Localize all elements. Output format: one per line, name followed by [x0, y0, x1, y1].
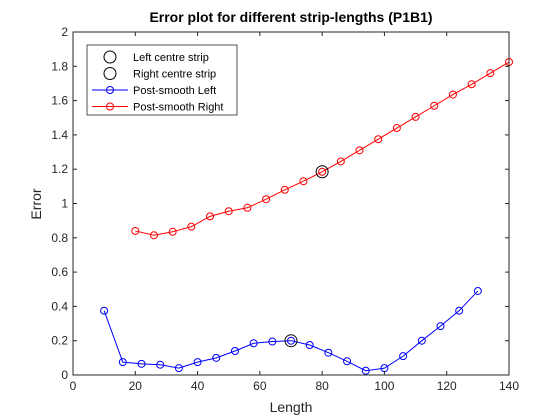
- data-point: [455, 306, 464, 315]
- data-point: [100, 306, 109, 315]
- legend-label: Left centre strip: [133, 52, 209, 64]
- highlight-marker-layer: [284, 165, 329, 348]
- legend-marker-swatch: [103, 67, 117, 80]
- data-point: [224, 207, 233, 216]
- data-point: [399, 352, 408, 361]
- data-point: [280, 185, 289, 194]
- data-point: [262, 195, 271, 204]
- series-line-post-smooth-left: [103, 290, 479, 372]
- series-layer: [100, 58, 513, 375]
- data-point: [318, 167, 327, 176]
- legend-right-centre-strip: Right centre strip: [103, 67, 216, 81]
- data-point: [193, 358, 202, 367]
- legend-marker-swatch: [106, 102, 114, 111]
- legend-left-centre-strip: Left centre strip: [103, 50, 209, 64]
- x-tick-label: 60: [253, 379, 267, 393]
- x-axis-label: Length: [270, 399, 313, 415]
- x-tick-label: 100: [374, 379, 394, 393]
- data-point: [174, 364, 183, 373]
- data-point: [249, 339, 258, 348]
- legend-label: Right centre strip: [133, 69, 216, 81]
- data-point: [467, 80, 476, 89]
- data-point: [299, 177, 308, 186]
- legend-marker-swatch: [103, 50, 117, 64]
- x-tick-label: 120: [437, 379, 457, 393]
- data-point: [287, 336, 295, 345]
- y-axis-label: Error: [28, 188, 44, 219]
- legend-label: Post-smooth Right: [133, 102, 223, 114]
- data-point: [149, 231, 158, 240]
- data-point: [305, 340, 314, 349]
- y-tick-label: 1.6: [51, 94, 68, 108]
- x-tick-label: 80: [315, 379, 329, 393]
- data-point: [448, 90, 457, 99]
- x-tick-label: 140: [499, 379, 519, 393]
- data-point: [156, 360, 165, 369]
- data-point: [131, 226, 140, 235]
- data-point: [168, 227, 177, 236]
- data-point: [137, 359, 146, 368]
- legend-post-smooth-right: Post-smooth Right: [92, 102, 223, 114]
- y-tick-label: 1.8: [51, 59, 68, 73]
- data-point: [118, 358, 127, 367]
- data-point: [268, 337, 277, 346]
- x-tick-label: 40: [191, 379, 205, 393]
- x-tick-label: 20: [129, 379, 143, 393]
- y-tick-label: 0.2: [51, 334, 68, 348]
- data-point: [411, 112, 420, 121]
- legend: Left centre strip Right centre strip Post-…: [86, 44, 238, 116]
- y-tick-label: 0: [61, 368, 68, 382]
- legend-entries: Left centre strip Right centre strip Post-…: [92, 50, 223, 114]
- data-point: [230, 346, 239, 355]
- y-tick-label: 0.6: [51, 265, 68, 279]
- data-point: [206, 212, 215, 221]
- data-point: [392, 124, 401, 133]
- data-point: [436, 322, 445, 331]
- y-tick-label: 2: [61, 25, 68, 39]
- data-point: [187, 222, 196, 231]
- data-point: [212, 353, 221, 362]
- y-tick-label: 1: [61, 197, 68, 211]
- data-point: [374, 135, 383, 144]
- series-line-post-smooth-right: [135, 61, 510, 236]
- y-tick-label: 1.2: [51, 162, 68, 176]
- legend-marker-swatch: [106, 86, 114, 94]
- legend-post-smooth-left: Post-smooth Left: [92, 85, 216, 97]
- data-point: [243, 203, 252, 212]
- legend-label: Post-smooth Left: [133, 85, 216, 97]
- y-tick-label: 0.4: [51, 299, 68, 313]
- data-point: [355, 146, 364, 155]
- data-point: [486, 69, 495, 78]
- data-point: [473, 286, 482, 295]
- data-point: [336, 157, 345, 166]
- data-point: [361, 366, 370, 375]
- x-tick-label: 0: [70, 379, 77, 393]
- data-point: [324, 348, 333, 357]
- right-centre-strip-marker: [315, 165, 329, 179]
- y-axis-ticks: 0 0.2 0.4 0.6 0.8 1 1.2 1.4 1.6 1.8 2: [51, 25, 509, 382]
- chart-title: Error plot for different strip-lengths (…: [149, 9, 432, 25]
- data-point: [343, 357, 352, 366]
- y-tick-label: 1.4: [51, 128, 68, 142]
- data-point: [417, 336, 426, 345]
- left-centre-strip-marker: [284, 334, 298, 348]
- x-axis-ticks: 0 20 40 60 80 100 120 140: [70, 32, 519, 393]
- data-point: [430, 101, 439, 110]
- y-tick-label: 0.8: [51, 231, 68, 245]
